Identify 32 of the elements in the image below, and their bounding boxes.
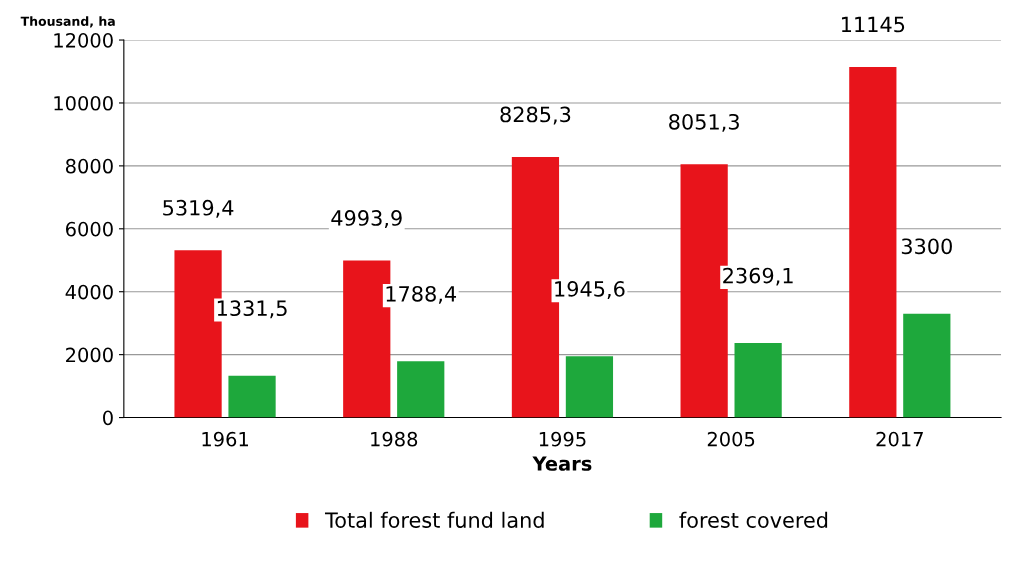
y-tick-label: 12000 xyxy=(54,33,113,48)
x-tick-label: 2017 xyxy=(876,431,923,447)
y-tick-label: 4000 xyxy=(65,284,113,300)
data-label: 2369,1 xyxy=(723,267,793,286)
bar xyxy=(565,356,614,418)
data-label: 4993,9 xyxy=(331,210,402,228)
bar xyxy=(734,343,782,418)
x-axis-title: Years xyxy=(532,456,592,471)
y-tick-label: 10000 xyxy=(54,95,113,111)
x-tick-label: 1961 xyxy=(202,431,248,447)
x-tick-label: 1988 xyxy=(371,431,418,447)
data-label: 3300 xyxy=(901,238,952,255)
data-label: 1945,6 xyxy=(555,281,625,299)
y-tick-label: 2000 xyxy=(66,347,113,363)
x-tick-label: 1995 xyxy=(539,431,586,447)
x-tick-label: 2005 xyxy=(707,431,755,447)
data-label: 1788,4 xyxy=(386,285,457,304)
y-tick-label: 6000 xyxy=(65,221,113,237)
data-label: 5319,4 xyxy=(163,199,234,218)
y-tick-label: 8000 xyxy=(65,158,113,174)
legend-label: forest covered xyxy=(679,511,828,528)
data-label: 11145 xyxy=(841,16,905,33)
y-axis-title: Thousand, ha xyxy=(20,16,115,28)
bar xyxy=(849,66,897,418)
bar xyxy=(228,375,276,418)
data-label: 1331,5 xyxy=(217,300,287,319)
y-tick-label: 0 xyxy=(103,410,113,426)
data-label: 8285,3 xyxy=(500,106,571,125)
legend-label: Total forest fund land xyxy=(324,511,544,528)
data-label: 8051,3 xyxy=(669,113,739,132)
bar xyxy=(397,361,445,418)
bar xyxy=(903,313,951,418)
